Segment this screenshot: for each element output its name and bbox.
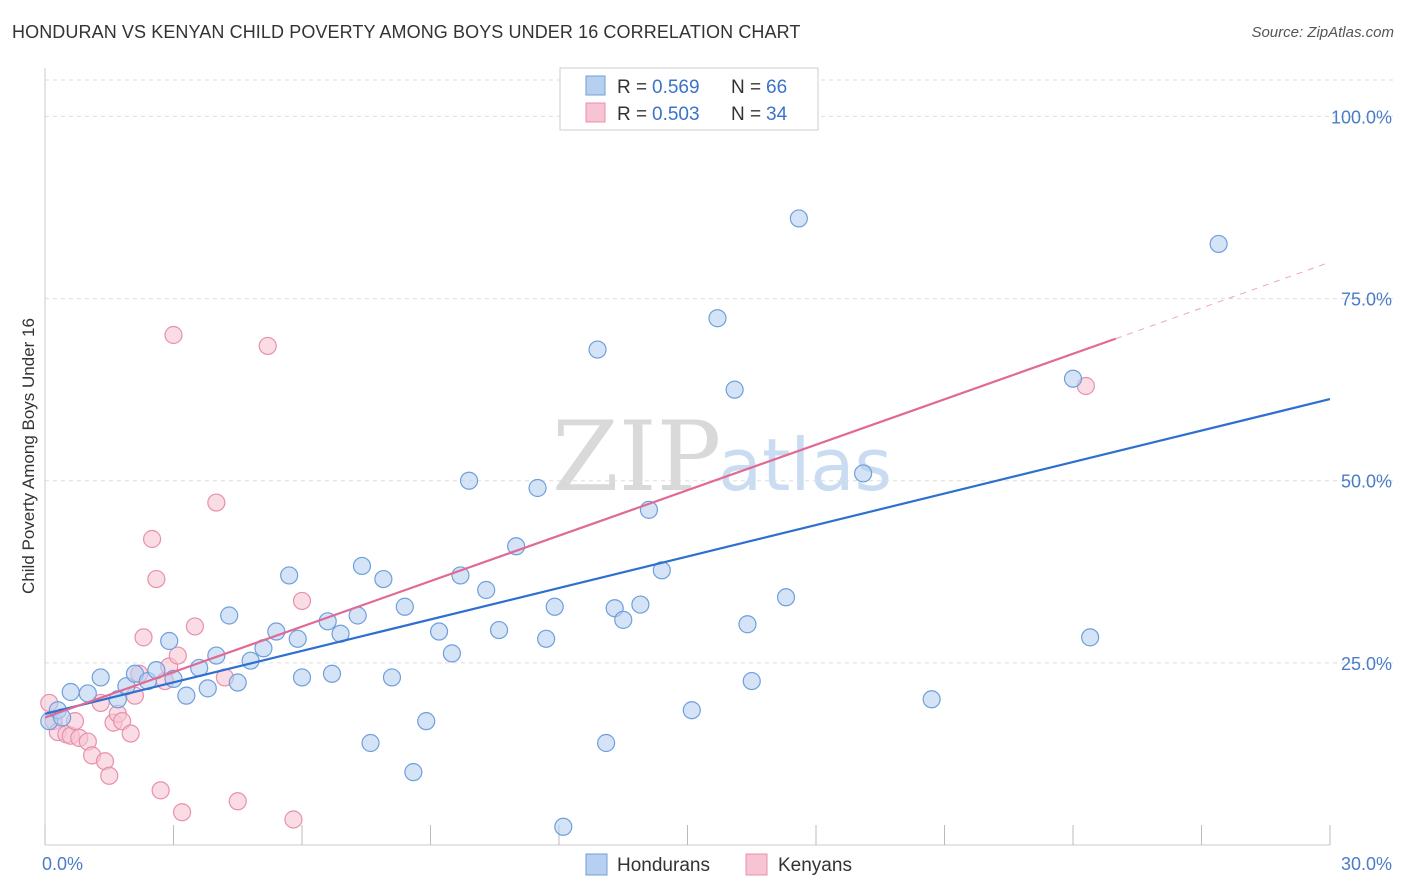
kenyans-point-19 bbox=[142, 529, 162, 549]
hondurans-point-55 bbox=[708, 309, 727, 328]
hondurans-point-40 bbox=[477, 580, 496, 600]
kenyans-point-32 bbox=[284, 810, 303, 829]
y-tick-label-3: 100.0% bbox=[1331, 107, 1392, 127]
series-legend: Hondurans Kenyans bbox=[585, 853, 852, 876]
kenyans-point-20 bbox=[147, 569, 166, 589]
legend-r-value-2: 0.503 bbox=[652, 104, 700, 125]
hondurans-point-61 bbox=[854, 464, 873, 483]
legend-n-label-1: N = bbox=[731, 77, 761, 98]
x-tick-label-1: 30.0% bbox=[1341, 854, 1392, 874]
hondurans-points bbox=[40, 209, 1228, 836]
kenyans-trend-line bbox=[44, 337, 1117, 719]
hondurans-point-39 bbox=[459, 471, 479, 490]
hondurans-point-33 bbox=[395, 597, 414, 616]
hondurans-point-54 bbox=[682, 701, 701, 720]
kenyans-point-33 bbox=[292, 591, 312, 611]
hondurans-point-15 bbox=[198, 679, 217, 698]
watermark-zip: ZIP bbox=[552, 401, 721, 513]
hondurans-point-48 bbox=[597, 733, 616, 753]
kenyans-point-24 bbox=[164, 325, 183, 345]
chart-title: HONDURAN VS KENYAN CHILD POVERTY AMONG B… bbox=[12, 22, 801, 42]
hondurans-point-13 bbox=[177, 686, 196, 705]
hondurans-point-31 bbox=[374, 569, 393, 589]
hondurans-point-23 bbox=[288, 629, 307, 648]
kenyans-point-28 bbox=[207, 493, 226, 512]
bottom-legend-kenyans: Kenyans bbox=[778, 855, 852, 876]
kenyans-point-30 bbox=[228, 792, 247, 811]
kenyans-point-15 bbox=[121, 724, 140, 743]
bottom-legend-hondurans: Hondurans bbox=[617, 855, 710, 876]
kenyans-trend-extension bbox=[1115, 261, 1331, 340]
hondurans-point-56 bbox=[725, 380, 744, 399]
hondurans-point-50 bbox=[614, 610, 633, 629]
hondurans-point-32 bbox=[382, 668, 402, 687]
hondurans-point-64 bbox=[1081, 628, 1100, 647]
hondurans-point-36 bbox=[429, 622, 449, 641]
hondurans-point-37 bbox=[442, 644, 462, 663]
hondurans-point-42 bbox=[507, 537, 526, 556]
kenyans-point-31 bbox=[258, 336, 277, 356]
hondurans-point-60 bbox=[789, 209, 808, 228]
hondurans-point-44 bbox=[537, 629, 556, 648]
kenyans-point-26 bbox=[172, 803, 192, 822]
hondurans-point-17 bbox=[220, 606, 239, 625]
hondurans-point-19 bbox=[241, 651, 260, 670]
hondurans-point-29 bbox=[352, 556, 372, 576]
hondurans-point-62 bbox=[922, 690, 941, 709]
legend-n-value-1: 66 bbox=[766, 77, 787, 98]
hondurans-point-51 bbox=[631, 595, 650, 614]
hondurans-point-45 bbox=[545, 597, 564, 616]
hondurans-point-57 bbox=[738, 615, 757, 634]
hondurans-point-24 bbox=[292, 668, 312, 687]
hondurans-point-18 bbox=[228, 673, 247, 692]
hondurans-point-16 bbox=[207, 646, 226, 665]
correlation-legend: R = 0.569 N = 66 R = 0.503 N = 34 bbox=[559, 67, 819, 131]
kenyans-point-11 bbox=[100, 766, 119, 785]
hondurans-point-46 bbox=[554, 817, 573, 836]
kenyans-point-18 bbox=[134, 628, 153, 647]
hondurans-point-3 bbox=[61, 682, 80, 702]
hondurans-point-65 bbox=[1209, 234, 1228, 254]
hondurans-point-41 bbox=[489, 620, 509, 640]
y-axis-label: Child Poverty Among Boys Under 16 bbox=[19, 318, 38, 594]
hondurans-point-59 bbox=[776, 588, 796, 607]
hondurans-point-35 bbox=[417, 712, 436, 731]
hondurans-point-11 bbox=[160, 631, 179, 651]
hondurans-point-30 bbox=[361, 733, 380, 753]
kenyans-point-21 bbox=[151, 781, 170, 800]
y-tick-label-1: 50.0% bbox=[1341, 472, 1392, 492]
grid-lines bbox=[45, 79, 1393, 664]
legend-r-label-2: R = bbox=[617, 104, 647, 125]
hondurans-point-5 bbox=[91, 668, 110, 687]
bottom-legend-swatch-hondurans bbox=[585, 853, 608, 876]
legend-swatch-hondurans bbox=[585, 75, 606, 96]
source-label: Source: ZipAtlas.com bbox=[1251, 24, 1394, 41]
hondurans-point-58 bbox=[742, 671, 761, 691]
y-tick-label-2: 75.0% bbox=[1341, 290, 1392, 310]
hondurans-point-22 bbox=[280, 566, 299, 585]
kenyans-point-25 bbox=[168, 646, 187, 665]
x-tick-labels: 0.0% 30.0% bbox=[42, 854, 1392, 874]
kenyans-point-14 bbox=[112, 712, 132, 731]
hondurans-point-47 bbox=[588, 340, 607, 359]
hondurans-point-26 bbox=[322, 664, 342, 683]
hondurans-point-43 bbox=[528, 478, 547, 498]
bottom-legend-swatch-kenyans bbox=[745, 853, 768, 876]
y-tick-label-0: 25.0% bbox=[1341, 654, 1392, 674]
hondurans-trend-line bbox=[44, 398, 1331, 715]
hondurans-point-34 bbox=[404, 763, 423, 782]
trend-lines bbox=[44, 261, 1331, 719]
legend-r-label-1: R = bbox=[617, 77, 647, 98]
legend-r-value-1: 0.569 bbox=[652, 77, 700, 98]
legend-swatch-kenyans bbox=[585, 102, 606, 123]
y-tick-labels: 25.0% 50.0% 75.0% 100.0% bbox=[1331, 107, 1392, 673]
hondurans-point-63 bbox=[1063, 369, 1083, 388]
legend-n-label-2: N = bbox=[731, 104, 761, 125]
kenyans-point-27 bbox=[185, 617, 205, 636]
legend-n-value-2: 34 bbox=[766, 104, 788, 125]
x-tick-label-0: 0.0% bbox=[42, 854, 83, 874]
